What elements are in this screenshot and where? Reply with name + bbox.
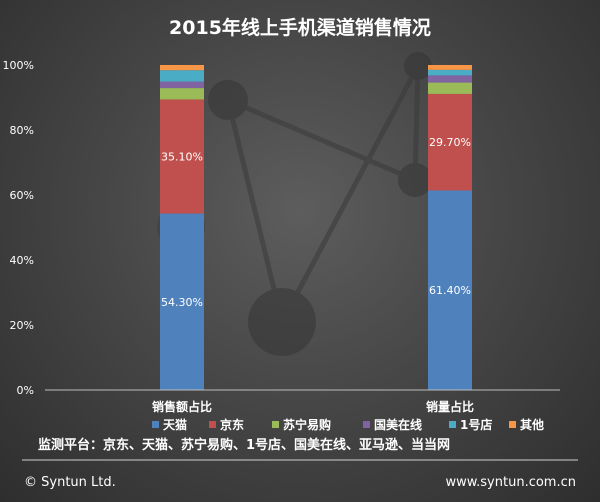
legend-label: 国美在线 — [374, 417, 422, 432]
legend-swatch — [449, 421, 456, 428]
footer-url: www.syntun.com.cn — [445, 475, 576, 490]
bar-segment-0-5 — [160, 65, 204, 71]
bars — [160, 65, 472, 390]
legend-swatch — [363, 421, 370, 428]
y-tick-label: 100% — [3, 59, 34, 72]
legend-label: 京东 — [220, 417, 244, 432]
data-labels: 54.30% 35.10% 61.40% 29.70% — [161, 136, 471, 309]
bar-segment-0-2 — [160, 88, 204, 100]
data-label: 61.40% — [429, 284, 471, 297]
y-tick-label: 40% — [10, 254, 34, 267]
legend-label: 天猫 — [163, 417, 187, 432]
bar-segment-1-4 — [428, 69, 472, 76]
y-tick-label: 0% — [17, 384, 34, 397]
x-axis: 销售额占比 销量占比 — [152, 399, 474, 414]
bar-segment-0-1 — [160, 99, 204, 214]
monitor-platform-note: 监测平台：京东、天猫、苏宁易购、1号店、国美在线、亚马逊、当当网 — [38, 437, 450, 453]
category-label: 销量占比 — [426, 399, 474, 414]
footer-copyright: © Syntun Ltd. — [24, 475, 116, 490]
bar-segment-1-3 — [428, 75, 472, 83]
y-tick-label: 20% — [10, 319, 34, 332]
chart-title: 2015年线上手机渠道销售情况 — [169, 16, 431, 39]
legend-swatch — [209, 421, 216, 428]
legend: 天猫 京东 苏宁易购 国美在线 1号店 其他 — [152, 417, 544, 432]
data-label: 54.30% — [161, 296, 203, 309]
legend-label: 其他 — [520, 417, 544, 432]
bar-segment-0-0 — [160, 213, 204, 390]
bar-segment-1-0 — [428, 190, 472, 390]
y-axis: 0% 20% 40% 60% 80% 100% — [3, 59, 34, 397]
y-tick-label: 80% — [10, 124, 34, 137]
bar-segment-1-1 — [428, 93, 472, 191]
bar-segment-1-2 — [428, 82, 472, 94]
data-label: 35.10% — [161, 150, 203, 163]
legend-label: 1号店 — [460, 417, 492, 432]
legend-swatch — [272, 421, 279, 428]
bar-segment-0-4 — [160, 70, 204, 82]
category-label: 销售额占比 — [152, 399, 212, 414]
bar-segment-1-5 — [428, 65, 472, 70]
legend-swatch — [509, 421, 516, 428]
legend-label: 苏宁易购 — [283, 417, 331, 432]
data-label: 29.70% — [429, 136, 471, 149]
y-tick-label: 60% — [10, 189, 34, 202]
legend-swatch — [152, 421, 159, 428]
bar-segment-0-3 — [160, 81, 204, 89]
